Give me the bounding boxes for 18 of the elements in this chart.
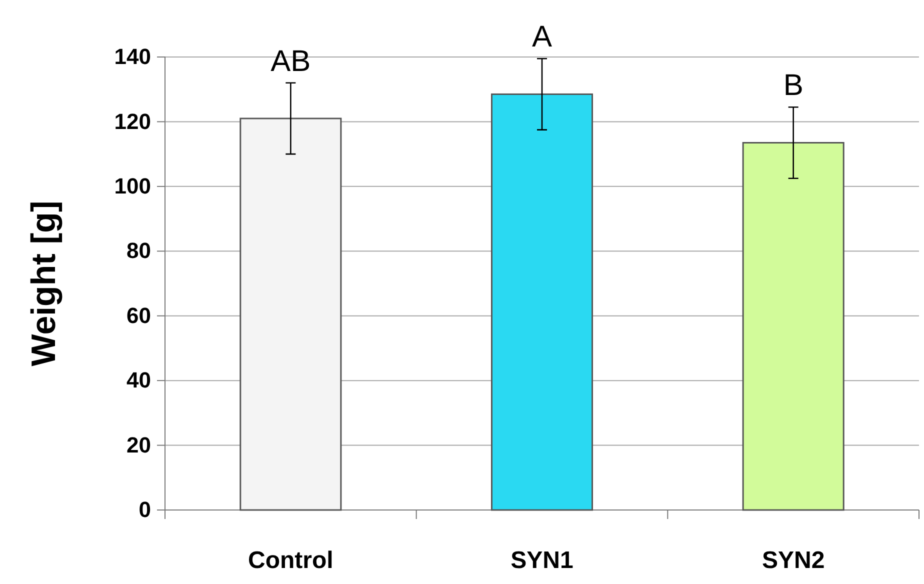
y-tick-label: 140 xyxy=(114,44,151,70)
y-tick-label: 0 xyxy=(138,497,151,522)
annotation: AB xyxy=(270,44,311,78)
y-tick-label: 60 xyxy=(126,302,151,328)
x-tick-label: SYN1 xyxy=(510,547,574,574)
y-tick-label: 100 xyxy=(114,173,151,198)
y-tick-label: 40 xyxy=(126,368,151,393)
bar xyxy=(240,118,342,511)
y-tick-label: 20 xyxy=(126,432,151,458)
annotation: B xyxy=(783,69,804,102)
bar xyxy=(490,93,594,511)
y-tick-label: 80 xyxy=(126,238,151,264)
y-tick-label: 120 xyxy=(114,108,151,134)
y-axis-title: Weight [g] xyxy=(25,200,63,366)
x-tick-label: SYN2 xyxy=(762,547,825,574)
text: A xyxy=(532,20,552,54)
x-tick-label: Control xyxy=(248,547,334,574)
bar xyxy=(742,142,844,511)
